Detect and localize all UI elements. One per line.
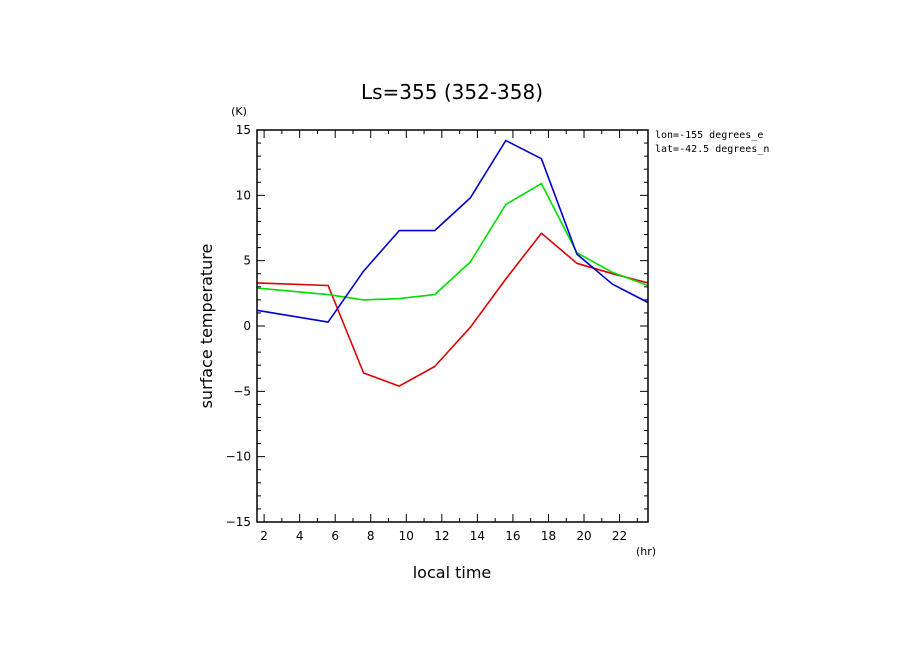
x-unit-label: (hr) (636, 545, 656, 558)
x-tick-label: 22 (612, 529, 627, 543)
x-tick-label: 6 (331, 529, 339, 543)
x-tick-label: 20 (576, 529, 591, 543)
x-tick-label: 18 (541, 529, 556, 543)
y-tick-label: −15 (226, 515, 251, 529)
x-tick-label: 4 (296, 529, 304, 543)
lat-annotation: lat=-42.5 degrees_n (655, 144, 769, 155)
axis-ticks: 2 4 6 8 10 12 14 16 18 20 22 −15 −10 −5 0 5 10 15 (226, 123, 648, 543)
y-tick-label: 10 (236, 188, 251, 202)
y-tick-label: 5 (243, 254, 251, 268)
y-unit-label: (K) (231, 105, 247, 118)
y-tick-label: −10 (226, 450, 251, 464)
x-axis-label: local time (413, 563, 492, 582)
x-tick-label: 12 (434, 529, 449, 543)
y-tick-label: −5 (233, 384, 251, 398)
plot-frame (256, 129, 649, 523)
y-tick-label: 0 (243, 319, 251, 333)
x-tick-label: 14 (470, 529, 485, 543)
x-tick-label: 2 (260, 529, 268, 543)
series-line-1 (256, 232, 649, 387)
x-tick-label: 8 (367, 529, 375, 543)
series-line-3 (256, 139, 649, 323)
x-tick-label: 10 (399, 529, 414, 543)
series-lines (256, 139, 649, 387)
chart-title: Ls=355 (352-358) (361, 80, 543, 104)
y-axis-label: surface temperature (197, 244, 216, 409)
series-line-2 (256, 182, 649, 301)
lon-annotation: lon=-155 degrees_e (655, 130, 763, 141)
y-tick-label: 15 (236, 123, 251, 137)
x-tick-label: 16 (505, 529, 520, 543)
